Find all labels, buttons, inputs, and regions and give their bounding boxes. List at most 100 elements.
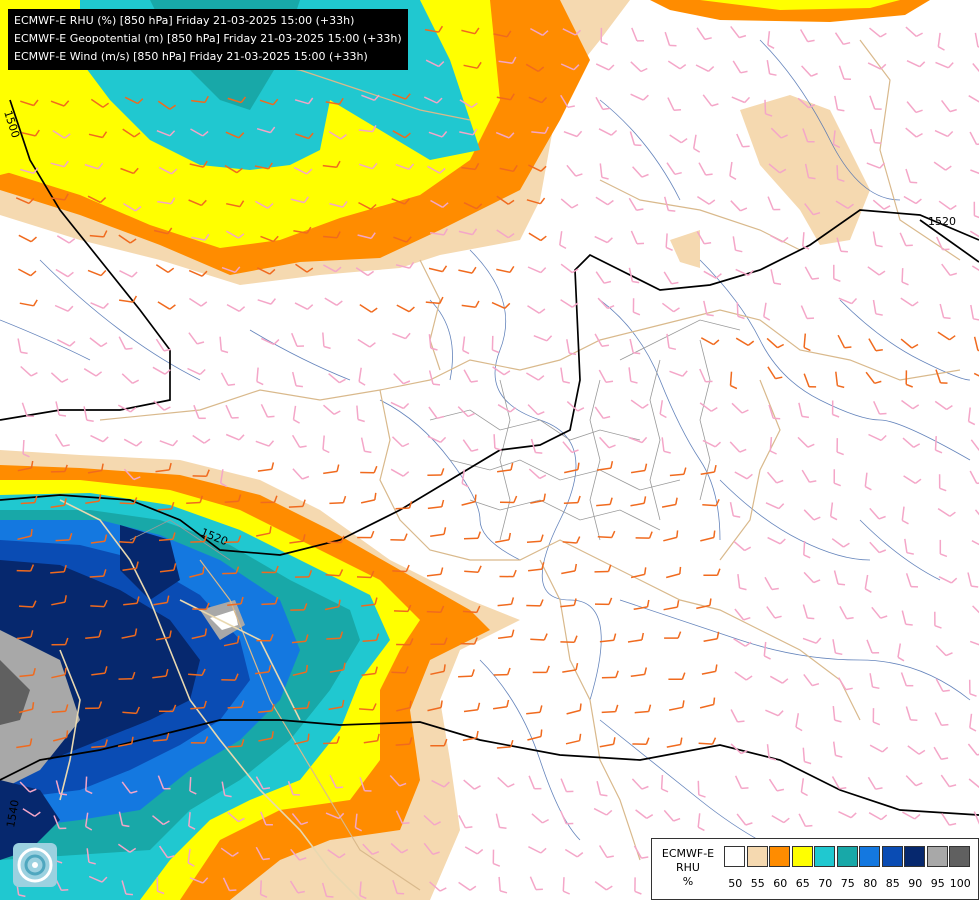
wind-barb	[289, 880, 305, 894]
wind-barb	[902, 811, 921, 820]
wind-barb	[493, 434, 502, 451]
wind-barb	[85, 629, 102, 640]
wind-barb	[121, 628, 138, 639]
wind-barb	[55, 268, 74, 278]
wind-barb	[566, 339, 577, 356]
wind-barb	[599, 163, 609, 180]
wind-barb	[736, 133, 750, 148]
legend-title-line: %	[682, 875, 694, 888]
wind-barb	[491, 335, 500, 354]
wind-barb	[124, 96, 144, 105]
wind-barb	[763, 641, 771, 660]
wind-barb	[323, 736, 341, 745]
wind-barb	[463, 202, 483, 210]
wind-barb	[803, 571, 821, 584]
wind-barb	[51, 704, 69, 713]
wind-barb	[836, 165, 845, 183]
wind-barb	[971, 265, 979, 272]
wind-barb	[802, 637, 822, 644]
header-line-wind: ECMWF-E Wind (m/s) [850 hPa] Friday 21-0…	[14, 50, 368, 63]
wind-barb	[735, 337, 755, 347]
wind-barb	[630, 93, 649, 101]
wind-barb	[22, 439, 30, 458]
wind-barb	[357, 338, 376, 348]
legend-level-label: 100	[949, 877, 971, 890]
wind-barb	[732, 60, 748, 74]
wind-barb	[940, 99, 957, 113]
wind-barb	[939, 539, 948, 558]
wind-barb	[630, 667, 648, 678]
wind-barb	[935, 61, 954, 69]
wind-barb	[939, 303, 951, 320]
wind-barb	[832, 130, 841, 149]
wind-barb	[699, 402, 718, 412]
wind-barb	[359, 881, 367, 900]
wind-barb	[768, 778, 785, 792]
wind-barb	[427, 700, 443, 712]
wind-barb	[767, 196, 781, 211]
wind-barb	[801, 469, 817, 483]
wind-barb	[192, 602, 210, 611]
wind-barb	[731, 96, 751, 104]
wind-barb	[391, 198, 410, 205]
wind-barb	[901, 506, 909, 525]
wind-barb	[967, 743, 979, 756]
wind-barb	[937, 32, 945, 51]
wind-barb	[257, 462, 275, 472]
wind-barb	[804, 266, 819, 280]
wind-barb	[89, 569, 107, 578]
wind-barb	[701, 664, 718, 675]
wind-barb	[57, 339, 76, 347]
wind-barb	[395, 810, 410, 825]
wind-barb	[669, 134, 688, 144]
wind-barb	[430, 199, 449, 208]
wind-barb	[428, 370, 441, 386]
wind-barb	[51, 637, 69, 646]
wind-barb	[219, 469, 228, 488]
wind-barb	[157, 775, 171, 790]
wind-barb	[594, 406, 611, 420]
wind-barb	[192, 469, 210, 477]
wind-barb	[328, 130, 347, 140]
wind-barb	[530, 633, 548, 641]
wind-barb	[227, 739, 245, 748]
wind-barb	[899, 232, 913, 247]
wind-barb	[91, 666, 108, 676]
wind-barb	[971, 540, 979, 546]
wind-barb	[729, 161, 737, 180]
wind-barb	[227, 700, 245, 709]
wind-barb	[157, 301, 176, 310]
wind-barb	[630, 230, 645, 245]
wind-barb	[390, 533, 408, 541]
wind-barb	[256, 634, 274, 642]
wind-barb	[698, 737, 717, 745]
wind-barb	[527, 729, 543, 741]
wind-barb	[428, 131, 448, 138]
wind-barb	[90, 599, 108, 608]
wind-barb	[973, 336, 979, 352]
wind-barb	[872, 199, 891, 210]
wind-barb	[797, 436, 815, 448]
wind-barb	[969, 640, 979, 646]
wind-barb	[255, 776, 271, 790]
wind-barb	[18, 234, 37, 243]
wind-barb	[837, 677, 853, 691]
legend-level-label: 55	[750, 877, 765, 890]
wind-barb	[17, 338, 28, 355]
wind-barb	[803, 540, 811, 559]
wind-barb	[767, 536, 786, 545]
wind-barb	[396, 304, 415, 313]
wind-barb	[733, 638, 752, 647]
wind-barb	[734, 775, 749, 790]
wind-barb	[629, 338, 641, 355]
wind-barb	[259, 98, 279, 106]
wind-barb	[832, 741, 843, 758]
wind-barb	[431, 779, 450, 788]
legend-level-label: 50	[728, 877, 743, 890]
wind-barb	[359, 703, 377, 711]
wind-barb	[769, 675, 789, 684]
wind-barb	[18, 600, 37, 608]
wind-barb	[391, 666, 409, 674]
geopotential-contours	[0, 99, 979, 816]
wind-barb	[525, 63, 545, 73]
